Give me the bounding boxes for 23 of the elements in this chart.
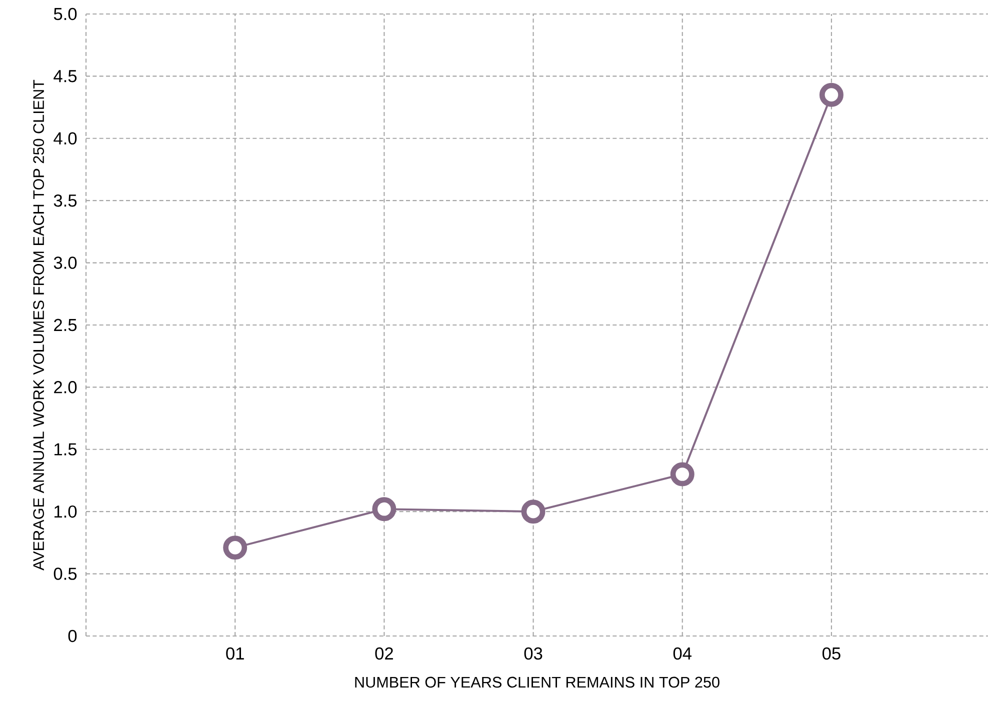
y-tick-label: 3.5 xyxy=(54,194,77,207)
x-tick-label: 05 xyxy=(822,647,840,660)
y-tick-label: 4.5 xyxy=(54,70,77,82)
y-tick-label: 2.0 xyxy=(54,381,77,394)
x-tick-label: 01 xyxy=(226,647,244,660)
point xyxy=(223,536,248,560)
y-tick-label: 2.5 xyxy=(54,318,77,332)
y-tick-label: 0 xyxy=(68,630,77,642)
x-tick-label: 03 xyxy=(524,647,542,660)
point xyxy=(521,500,546,524)
point xyxy=(670,462,694,486)
x-axis-title: NUMBER OF YEARS CLIENT REMAINS IN TOP 250 xyxy=(355,676,720,688)
x-tick-label: 04 xyxy=(673,647,692,660)
x-tick-label: 02 xyxy=(375,647,393,660)
y-tick-label: 4.0 xyxy=(54,132,77,145)
y-tick-label: 3.0 xyxy=(54,256,77,269)
y-tick-label: 5.0 xyxy=(54,8,77,20)
y-axis-title: AVERAGE ANNUAL WORK VOLUMES FROM EACH TOP 250 CLIENT xyxy=(33,80,44,570)
y-tick-label: 1.5 xyxy=(54,443,77,456)
y-tick-label: 0.5 xyxy=(54,568,77,580)
y-tick-label: 1.0 xyxy=(54,505,77,518)
point xyxy=(819,82,844,107)
point xyxy=(372,497,396,522)
